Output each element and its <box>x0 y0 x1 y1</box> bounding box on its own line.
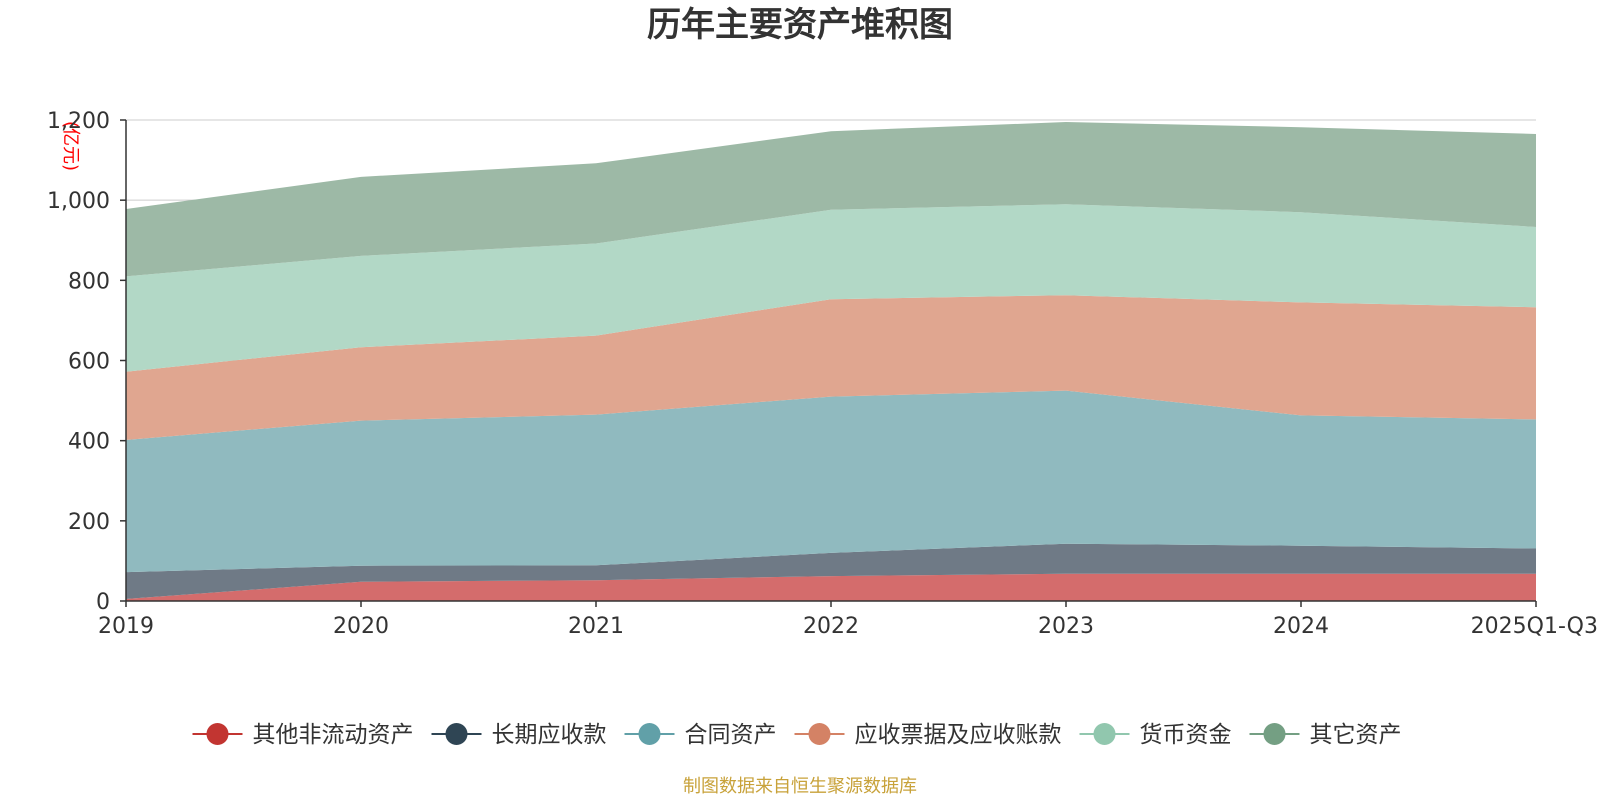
area-series-2 <box>126 390 1536 573</box>
x-axis-tick-labels: 2019 2020 2021 2022 2023 2024 2025Q1-Q3 <box>98 614 1598 639</box>
legend-label-4: 货币资金 <box>1140 722 1232 748</box>
y-tick-label-6: 1,200 <box>47 109 110 134</box>
area-series-5 <box>126 122 1536 277</box>
x-tick-label-2: 2021 <box>568 614 624 639</box>
y-tick-label-0: 0 <box>96 590 110 615</box>
legend-marker-4 <box>1093 723 1116 745</box>
x-tick-label-6: 2025Q1-Q3 <box>1471 614 1598 639</box>
legend-item-0[interactable]: 其他非流动资产 <box>192 722 414 748</box>
legend-item-3[interactable]: 应收票据及应收账款 <box>794 722 1062 748</box>
x-tick-label-5: 2024 <box>1273 614 1329 639</box>
legend-item-5[interactable]: 其它资产 <box>1249 722 1402 748</box>
stacked-areas <box>126 122 1536 601</box>
legend-label-3: 应收票据及应收账款 <box>855 722 1062 748</box>
y-tick-label-1: 200 <box>68 510 110 535</box>
y-tick-label-3: 600 <box>68 350 110 375</box>
legend-label-5: 其它资产 <box>1310 722 1402 748</box>
y-axis-unit-label: (亿元) <box>60 121 81 171</box>
legend-marker-5 <box>1263 723 1286 745</box>
y-tick-label-5: 1,000 <box>47 189 110 214</box>
legend-label-1: 长期应收款 <box>492 722 607 748</box>
legend-marker-2 <box>638 723 661 745</box>
y-tick-label-2: 400 <box>68 430 110 455</box>
area-series-3 <box>126 295 1536 440</box>
y-tick-label-4: 800 <box>68 269 110 294</box>
legend-label-0: 其他非流动资产 <box>253 722 414 748</box>
legend-marker-0 <box>206 723 229 745</box>
legend-label-2: 合同资产 <box>685 722 777 748</box>
x-tick-label-1: 2020 <box>333 614 389 639</box>
area-series-1 <box>126 543 1536 599</box>
legend-item-4[interactable]: 货币资金 <box>1079 722 1232 748</box>
area-series-0 <box>126 573 1536 601</box>
x-tick-label-0: 2019 <box>98 614 154 639</box>
legend-marker-1 <box>445 723 468 745</box>
y-axis-tick-labels: 0 200 400 600 800 1,000 1,200 <box>47 109 110 615</box>
area-series-4 <box>126 204 1536 372</box>
axes <box>120 119 1537 607</box>
x-tick-label-4: 2023 <box>1038 614 1094 639</box>
legend-marker-3 <box>808 723 831 745</box>
chart-title: 历年主要资产堆积图 <box>647 5 953 45</box>
legend-item-2[interactable]: 合同资产 <box>624 722 777 748</box>
source-note: 制图数据来自恒生聚源数据库 <box>683 776 917 797</box>
legend: 其他非流动资产 长期应收款 合同资产 应收票据及应收账款 货币资金 其它资产 <box>192 722 1402 748</box>
legend-item-1[interactable]: 长期应收款 <box>431 722 607 748</box>
x-tick-label-3: 2022 <box>803 614 859 639</box>
